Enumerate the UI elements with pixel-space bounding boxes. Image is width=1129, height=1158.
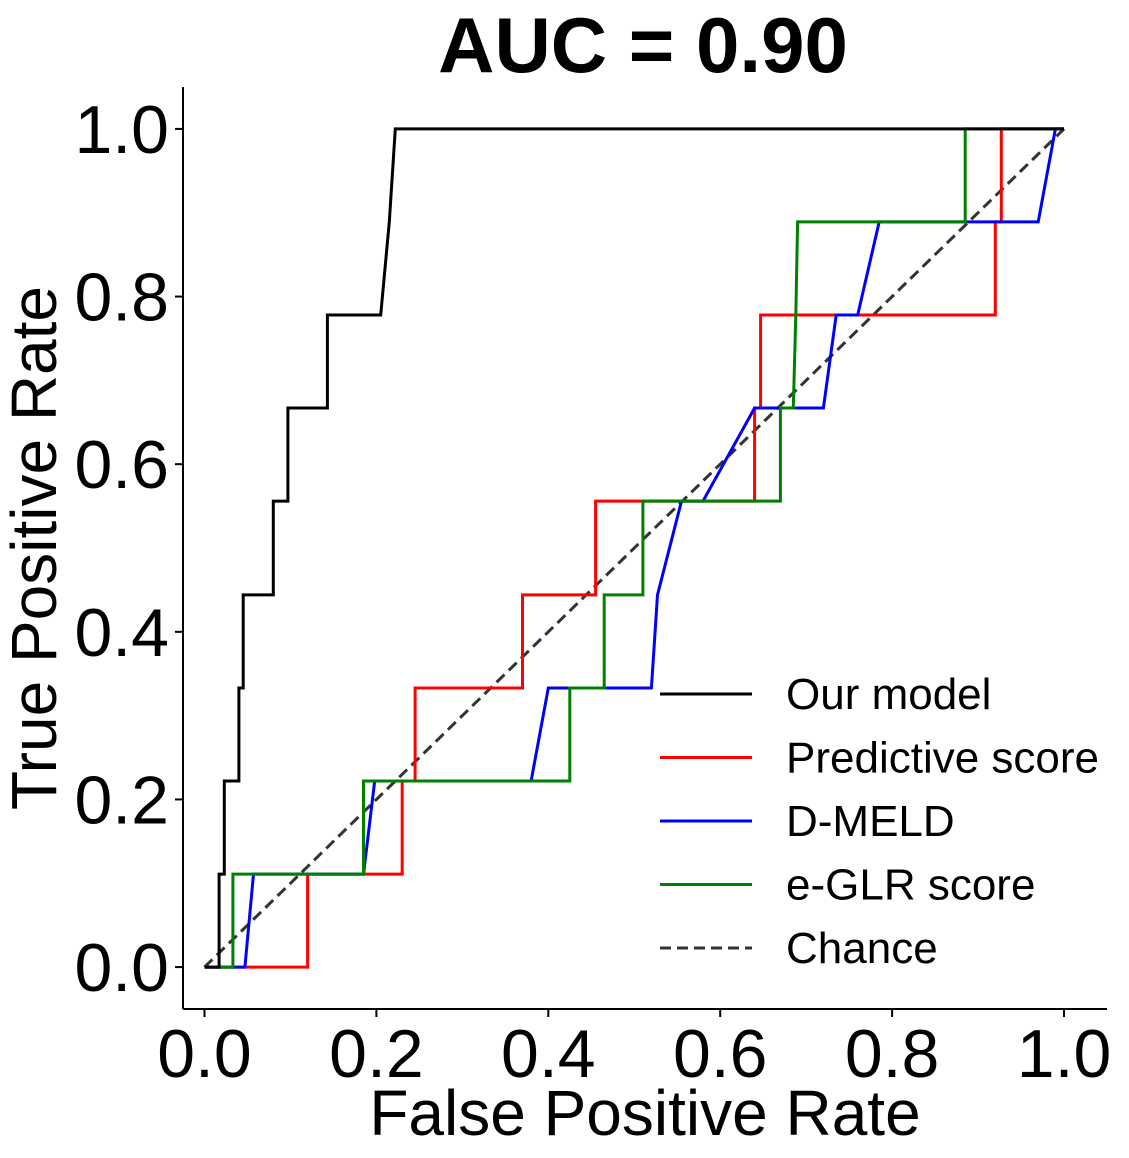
series-line-predictive-score: [204, 127, 1064, 969]
x-tick-label: 0.4: [501, 1016, 596, 1092]
y-axis-label: True Positive Rate: [0, 286, 70, 810]
y-tick-label: 0.6: [74, 427, 169, 503]
x-axis-label: False Positive Rate: [369, 1077, 920, 1149]
y-tick-label: 0.8: [74, 260, 169, 336]
series-layer: [203, 127, 1066, 969]
y-tick-label: 0.0: [74, 930, 169, 1006]
series-line-e-glr-score: [204, 127, 1064, 969]
ticks-layer: 0.0 0.2 0.4 0.6 0.8 1.0 0.0 0.2 0.4 0.6 0.8 1.0: [74, 92, 1111, 1092]
x-tick-label: 0.0: [157, 1016, 252, 1092]
x-tick-label: 1.0: [1017, 1016, 1112, 1092]
legend-label: Our model: [786, 670, 991, 719]
x-tick-label: 0.2: [329, 1016, 424, 1092]
axes: [182, 87, 1107, 1010]
legend-label: e-GLR score: [786, 861, 1035, 910]
y-tick-label: 1.0: [74, 92, 169, 168]
y-tick-label: 0.4: [74, 595, 169, 671]
y-tick-label: 0.2: [74, 762, 169, 838]
series-line-chance: [203, 127, 1066, 969]
series-line-our-model: [204, 127, 1064, 969]
legend-label: D-MELD: [786, 797, 955, 846]
chart-title: AUC = 0.90: [438, 1, 848, 89]
x-tick-label: 0.6: [673, 1016, 768, 1092]
x-tick-label: 0.8: [845, 1016, 940, 1092]
legend: Our model Predictive score D-MELD e-GLR sco…: [660, 670, 1099, 973]
legend-label: Chance: [786, 924, 938, 973]
legend-label: Predictive score: [786, 734, 1099, 783]
